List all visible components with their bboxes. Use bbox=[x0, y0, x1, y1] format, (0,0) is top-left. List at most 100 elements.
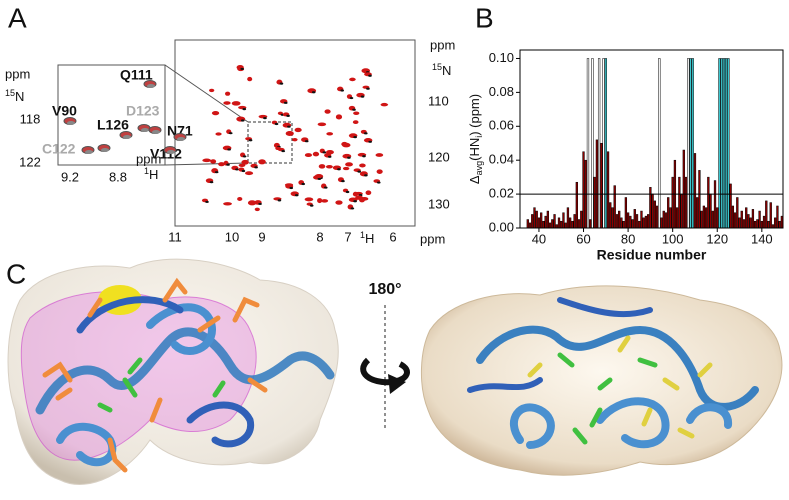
bar bbox=[611, 207, 614, 229]
inset: ppm 15N 1H ppm 9.2 8.8 118 122 Q111 V90 D123L1… bbox=[5, 64, 193, 184]
peak bbox=[214, 171, 219, 174]
bar bbox=[756, 219, 759, 229]
peak bbox=[341, 180, 345, 183]
bar bbox=[642, 217, 645, 229]
bar bbox=[564, 222, 567, 229]
bar bbox=[702, 205, 706, 229]
peak bbox=[258, 159, 266, 165]
peak bbox=[211, 111, 220, 116]
bar bbox=[758, 210, 761, 229]
axis-nucleus: 15N bbox=[5, 88, 24, 104]
bar bbox=[640, 210, 643, 229]
bar bbox=[566, 207, 570, 229]
bar bbox=[774, 217, 777, 229]
bar bbox=[693, 153, 697, 229]
peak bbox=[376, 169, 383, 174]
peak bbox=[349, 77, 356, 82]
bar bbox=[662, 210, 665, 229]
y-tick-label: 0.02 bbox=[489, 186, 514, 201]
bar bbox=[580, 210, 583, 229]
bar bbox=[687, 58, 690, 229]
x-tick-label: 80 bbox=[621, 231, 635, 246]
y-tick-label: 0.04 bbox=[489, 152, 514, 167]
bar bbox=[684, 176, 688, 229]
structure-left bbox=[7, 258, 339, 485]
spectrum-frame bbox=[174, 39, 416, 227]
peak bbox=[349, 96, 354, 100]
bar bbox=[742, 219, 746, 229]
bar bbox=[722, 58, 726, 229]
peak bbox=[322, 151, 327, 154]
peak bbox=[205, 200, 209, 204]
peak bbox=[317, 177, 322, 181]
bar bbox=[591, 58, 594, 229]
panel-label: C bbox=[6, 258, 26, 289]
y-tick-label: 110 bbox=[428, 93, 449, 108]
bar bbox=[762, 215, 766, 229]
bar bbox=[691, 58, 694, 229]
peak bbox=[289, 186, 294, 190]
bar bbox=[629, 215, 632, 229]
peak bbox=[304, 197, 314, 202]
y-label-part: (HN bbox=[467, 138, 482, 161]
bar bbox=[544, 215, 547, 229]
bar bbox=[553, 214, 556, 229]
bar bbox=[615, 214, 619, 229]
x-tick-label: 60 bbox=[576, 231, 590, 246]
bar bbox=[675, 207, 679, 229]
ribbon bbox=[35, 327, 335, 415]
bar bbox=[736, 197, 739, 229]
bar bbox=[537, 217, 541, 229]
peak bbox=[202, 158, 212, 163]
bar bbox=[709, 193, 712, 229]
peak bbox=[325, 164, 333, 169]
residue-label: Q111 bbox=[120, 67, 153, 83]
peak bbox=[345, 162, 353, 167]
bar bbox=[618, 210, 621, 229]
bar bbox=[575, 181, 578, 229]
x-tick-label: 100 bbox=[662, 231, 684, 246]
bar bbox=[540, 212, 543, 229]
bar bbox=[729, 183, 732, 229]
bar bbox=[595, 139, 599, 229]
bar bbox=[664, 212, 668, 229]
bar bbox=[682, 149, 685, 229]
peak bbox=[357, 170, 362, 173]
rotation-arrowhead bbox=[388, 374, 406, 394]
bar bbox=[718, 58, 721, 229]
y-label-part: avg bbox=[474, 161, 484, 176]
bar bbox=[635, 214, 639, 229]
peak bbox=[242, 107, 247, 111]
peak bbox=[177, 137, 185, 141]
x-tick-label: 8.8 bbox=[109, 169, 127, 184]
bar bbox=[731, 205, 734, 229]
peak bbox=[340, 89, 345, 92]
bar bbox=[733, 212, 737, 229]
peak bbox=[292, 138, 298, 142]
peak bbox=[209, 88, 215, 93]
axis-nucleus: 1H bbox=[360, 230, 374, 246]
bar bbox=[767, 220, 770, 229]
peak bbox=[248, 139, 253, 142]
bar bbox=[622, 220, 625, 229]
structure-right bbox=[421, 285, 783, 476]
bar bbox=[613, 185, 616, 229]
x-tick-label: 140 bbox=[751, 231, 773, 246]
axis-unit: ppm bbox=[136, 151, 161, 166]
rotation-label: 180° bbox=[368, 281, 401, 298]
bar bbox=[573, 214, 576, 229]
residue-label: L126 bbox=[97, 117, 129, 133]
axis-nucleus: 15N bbox=[432, 62, 451, 78]
peak bbox=[294, 194, 299, 197]
bar bbox=[620, 217, 623, 229]
peak bbox=[85, 150, 93, 154]
bar bbox=[671, 176, 674, 229]
bar bbox=[582, 151, 585, 229]
x-tick-label: 40 bbox=[532, 231, 546, 246]
peak bbox=[317, 122, 327, 127]
bar bbox=[562, 212, 565, 229]
bar bbox=[660, 217, 663, 229]
bar bbox=[528, 222, 532, 229]
peak bbox=[231, 101, 241, 106]
bar bbox=[655, 205, 659, 229]
